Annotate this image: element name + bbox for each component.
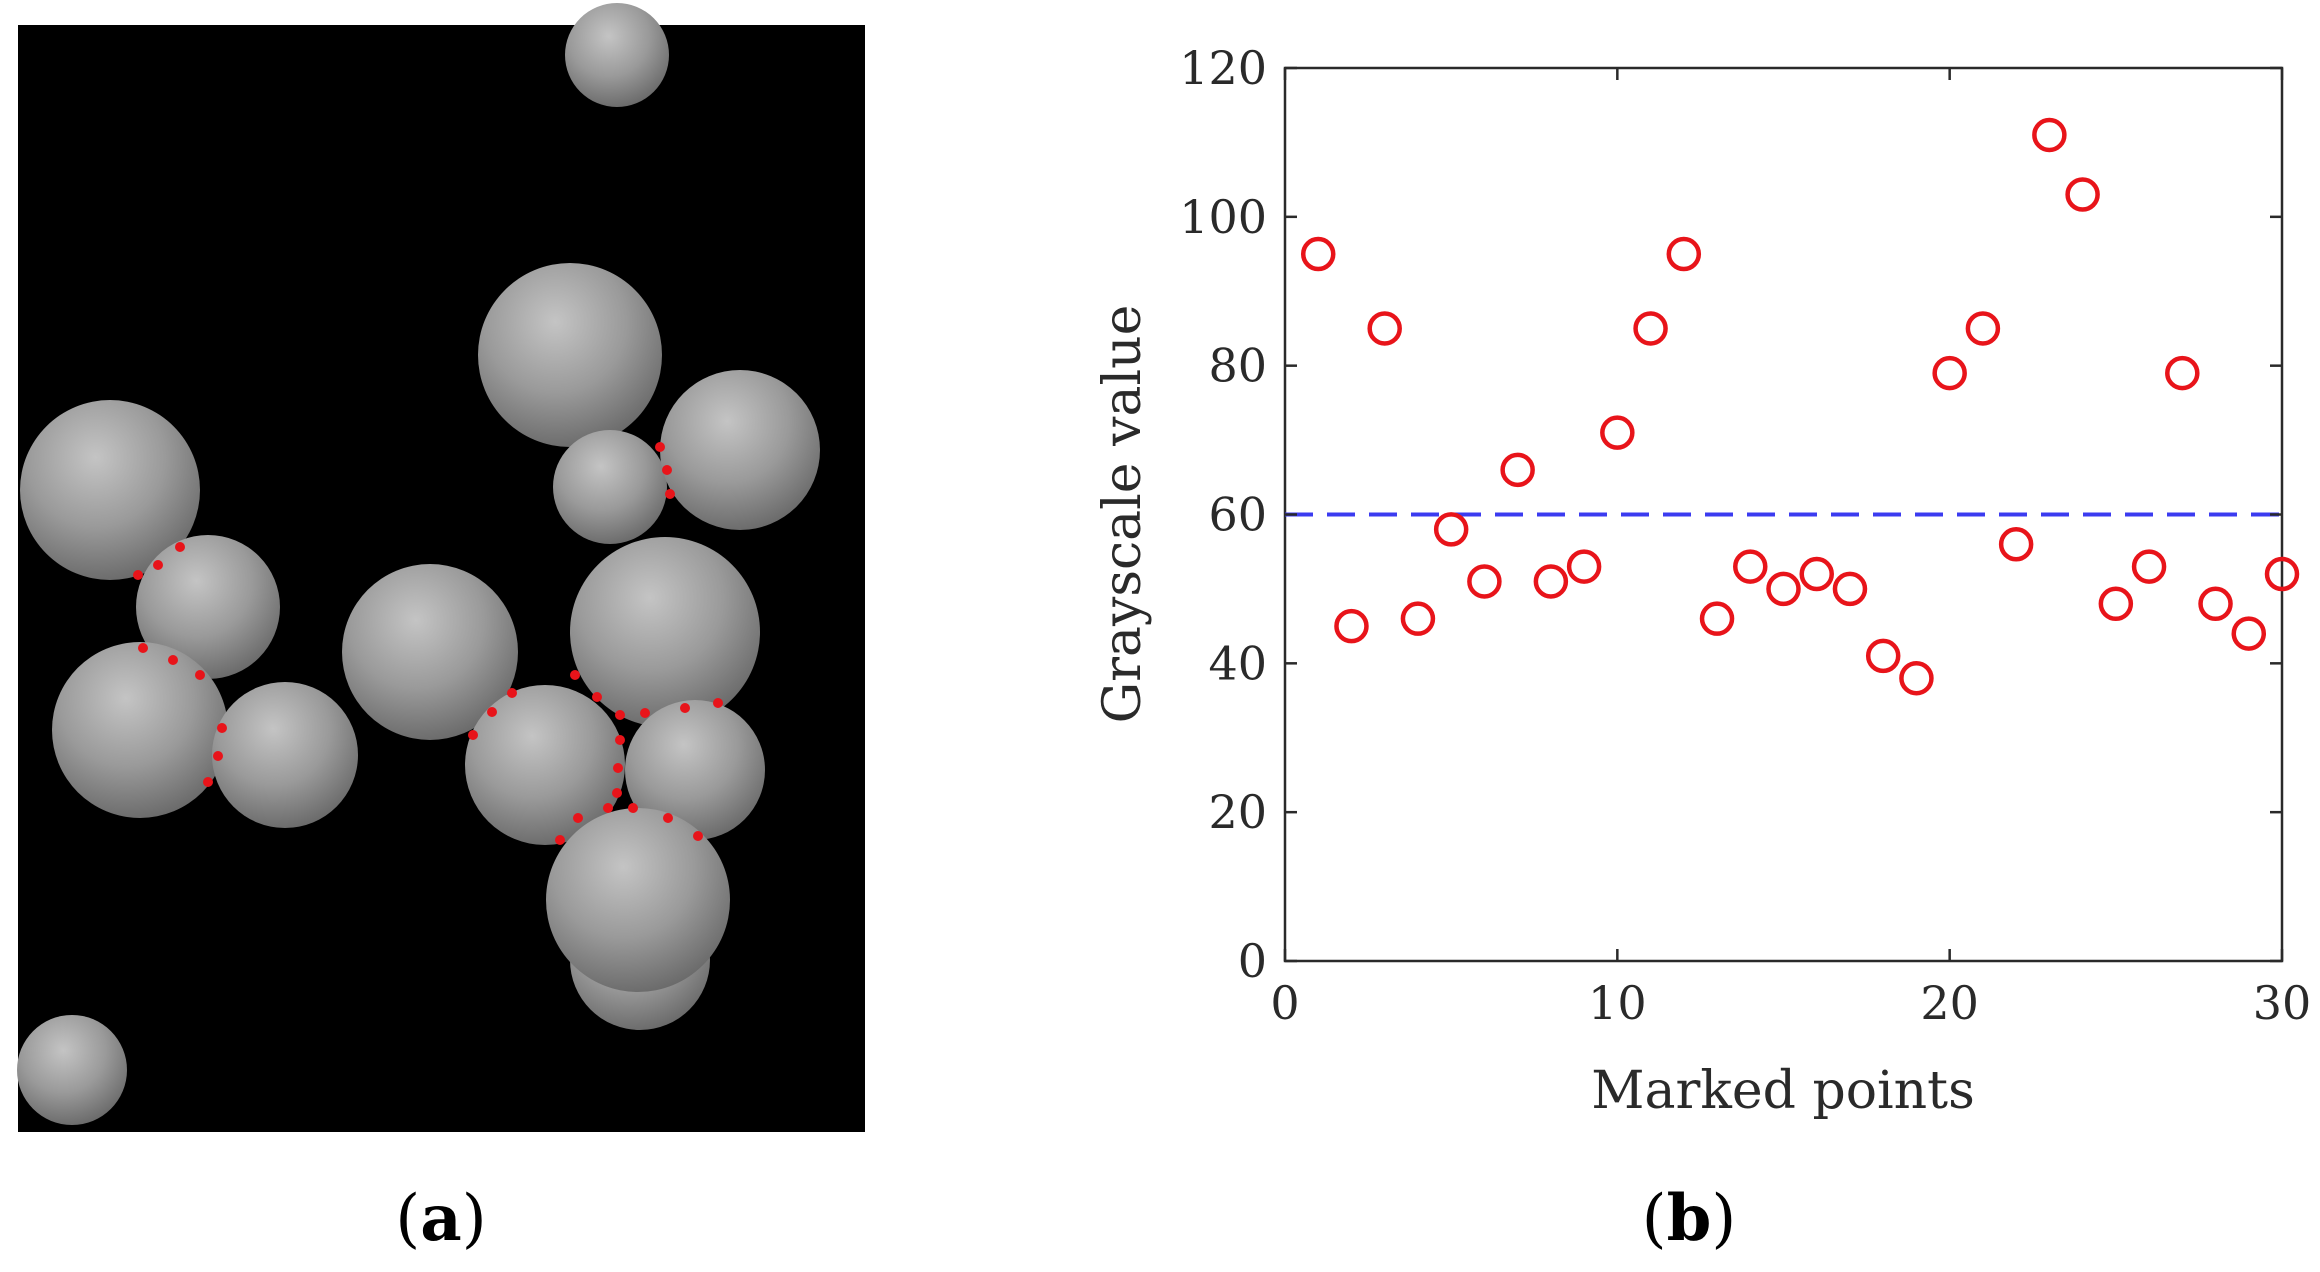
marked-point [203,777,213,787]
data-point [1865,638,1901,674]
marked-point [592,692,602,702]
particle [17,1015,127,1125]
data-point [1799,556,1834,592]
data-point [1666,236,1702,272]
data-point [1965,311,2001,346]
marked-point [217,723,227,733]
particle [553,430,667,544]
y-tick-label: 100 [1179,190,1267,244]
marked-point [153,560,163,570]
marked-point [615,735,625,745]
data-point [1998,527,2034,562]
data-point [1733,549,1768,584]
micrograph-particles [17,3,820,1125]
y-axis-label: Grayscale value [1093,305,1153,724]
panel-label-b: (b) [1642,1181,1737,1256]
y-tick-label: 40 [1208,636,1267,690]
micrograph-panel [17,3,865,1132]
data-point [1699,601,1735,636]
marked-point [213,751,223,761]
data-point [2231,616,2267,651]
marked-point [603,803,613,813]
data-point [1400,601,1436,636]
marked-point [133,570,143,580]
marked-point [468,730,478,740]
particle [546,808,730,992]
y-tick-label: 120 [1179,41,1267,95]
particle [136,535,280,679]
marked-point [662,465,672,475]
micrograph-marked-points [133,442,723,845]
marked-point [138,643,148,653]
particle [478,263,662,447]
particle [565,3,669,107]
data-point [2264,556,2300,592]
data-point [1467,564,1502,599]
scatter-chart: 0 10 20 30 0 20 40 60 80 100 120 Marked points Gr… [1093,41,2311,1121]
marked-point [655,442,665,452]
data-point [1832,571,1868,607]
data-point [2098,586,2134,622]
marked-point [663,813,673,823]
data-point [1633,311,1668,346]
marked-point [680,703,690,713]
marked-point [573,813,583,823]
data-point [1300,236,1336,272]
data-point [1600,415,1635,450]
marked-point [693,831,703,841]
marked-point [195,670,205,680]
marked-point [487,707,497,717]
y-axis-ticks: 0 20 40 60 80 100 120 [1179,41,2282,988]
x-tick-label: 20 [1920,976,1979,1030]
y-tick-label: 80 [1208,339,1267,393]
data-point [1433,512,1469,547]
marked-point [613,763,623,773]
particle [570,537,760,727]
marked-point [555,835,565,845]
x-tick-label: 30 [2253,976,2312,1030]
x-axis-label: Marked points [1591,1061,1975,1121]
particle [20,400,200,580]
data-point [2131,549,2167,584]
data-point [1533,564,1569,599]
data-point [1500,452,1535,488]
x-tick-label: 0 [1270,976,1299,1030]
marked-point [665,489,675,499]
y-tick-label: 0 [1238,934,1267,988]
marked-point [713,698,723,708]
marked-point [640,708,650,718]
particle [660,370,820,530]
particle [625,700,765,840]
y-tick-label: 60 [1208,488,1267,542]
data-point [1932,355,1967,391]
marked-point [507,688,517,698]
particle [342,564,518,740]
y-tick-label: 20 [1208,785,1267,839]
data-point [2198,586,2233,622]
data-point [1566,549,1602,584]
marked-point [570,670,580,680]
data-point [1367,311,1402,346]
marked-point [615,710,625,720]
data-point [2032,117,2067,153]
marked-point [168,655,178,665]
data-point [2165,355,2200,391]
marked-point [628,803,638,813]
data-point [1899,660,1934,696]
particle [52,642,228,818]
marked-point [612,788,622,798]
data-point [1766,571,1801,607]
panel-label-a: (a) [395,1181,486,1256]
data-point [2065,177,2100,212]
data-point [1334,608,1369,644]
data-points [1300,117,2300,696]
x-tick-label: 10 [1588,976,1647,1030]
particle [465,685,625,845]
particle [212,682,358,828]
marked-point [175,542,185,552]
x-axis-ticks: 0 10 20 30 [1270,68,2311,1030]
